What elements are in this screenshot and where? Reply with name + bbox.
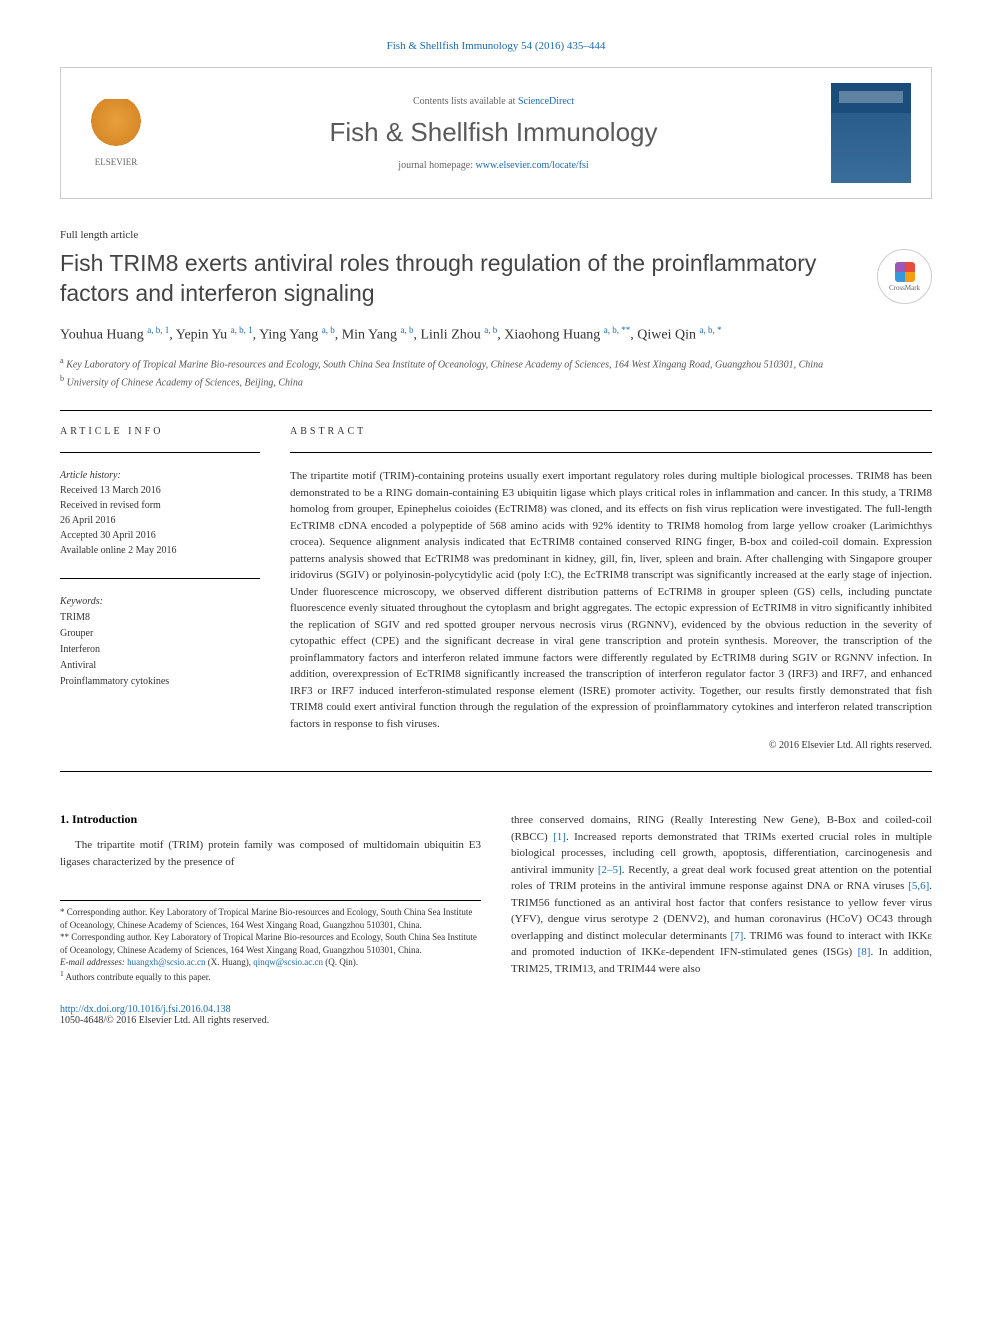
email-name-1: (X. Huang),: [205, 957, 253, 967]
email-label: E-mail addresses:: [60, 957, 127, 967]
article-title: Fish TRIM8 exerts antiviral roles throug…: [60, 249, 932, 309]
divider: [60, 410, 932, 411]
email-link-1[interactable]: huangxh@scsio.ac.cn: [127, 957, 205, 967]
keyword: Antiviral: [60, 660, 96, 671]
homepage-prefix: journal homepage:: [398, 160, 475, 171]
journal-header-box: ELSEVIER Contents lists available at Sci…: [60, 67, 932, 199]
homepage-line: journal homepage: www.elsevier.com/locat…: [171, 160, 816, 171]
divider: [60, 578, 260, 579]
journal-name: Fish & Shellfish Immunology: [171, 117, 816, 148]
intro-para1: The tripartite motif (TRIM) protein fami…: [60, 837, 481, 870]
affiliation-a: a Key Laboratory of Tropical Marine Bio-…: [60, 355, 932, 372]
article-info-label: ARTICLE INFO: [60, 426, 260, 437]
email-name-2: (Q. Qin).: [323, 957, 358, 967]
keyword: Interferon: [60, 644, 100, 655]
abstract-text: The tripartite motif (TRIM)-containing p…: [290, 468, 932, 732]
email-link-2[interactable]: qinqw@scsio.ac.cn: [253, 957, 323, 967]
ref-link[interactable]: [5,6]: [908, 880, 929, 892]
keyword: TRIM8: [60, 612, 90, 623]
footer-bar: http://dx.doi.org/10.1016/j.fsi.2016.04.…: [60, 1004, 932, 1026]
copyright-line: © 2016 Elsevier Ltd. All rights reserved…: [290, 740, 932, 751]
elsevier-logo: ELSEVIER: [81, 93, 151, 173]
journal-cover-thumbnail: [831, 83, 911, 183]
elsevier-tree-icon: [91, 99, 141, 154]
corresponding-author-1: * Corresponding author. Key Laboratory o…: [60, 906, 481, 931]
ref-link[interactable]: [8]: [858, 946, 871, 958]
contents-available-line: Contents lists available at ScienceDirec…: [171, 96, 816, 107]
contents-prefix: Contents lists available at: [413, 96, 518, 107]
history-online: Available online 2 May 2016: [60, 545, 176, 556]
divider: [290, 452, 932, 453]
keyword: Proinflammatory cytokines: [60, 676, 169, 687]
authors-list: Youhua Huang a, b, 1, Yepin Yu a, b, 1, …: [60, 324, 932, 346]
article-history: Article history: Received 13 March 2016 …: [60, 468, 260, 558]
abstract-label: ABSTRACT: [290, 426, 932, 437]
sciencedirect-link[interactable]: ScienceDirect: [518, 96, 574, 107]
history-received: Received 13 March 2016: [60, 485, 161, 496]
keywords-label: Keywords:: [60, 596, 103, 607]
keywords-block: Keywords: TRIM8 Grouper Interferon Antiv…: [60, 594, 260, 690]
history-revised1: Received in revised form: [60, 500, 161, 511]
header-citation: Fish & Shellfish Immunology 54 (2016) 43…: [60, 40, 932, 52]
affiliation-b: b University of Chinese Academy of Scien…: [60, 373, 932, 390]
intro-para2: three conserved domains, RING (Really In…: [511, 812, 932, 977]
history-accepted: Accepted 30 April 2016: [60, 530, 156, 541]
crossmark-badge[interactable]: CrossMark: [877, 249, 932, 304]
corresponding-author-2: ** Corresponding author. Key Laboratory …: [60, 931, 481, 956]
history-revised2: 26 April 2016: [60, 515, 116, 526]
crossmark-label: CrossMark: [889, 284, 920, 292]
affiliations: a Key Laboratory of Tropical Marine Bio-…: [60, 355, 932, 390]
keyword: Grouper: [60, 628, 93, 639]
divider: [60, 771, 932, 772]
equal-contribution-note: 1 Authors contribute equally to this pap…: [60, 969, 481, 984]
footnotes: * Corresponding author. Key Laboratory o…: [60, 900, 481, 984]
article-type: Full length article: [60, 229, 932, 241]
ref-link[interactable]: [7]: [731, 930, 744, 942]
homepage-link[interactable]: www.elsevier.com/locate/fsi: [476, 160, 589, 171]
divider: [60, 452, 260, 453]
history-label: Article history:: [60, 470, 121, 481]
elsevier-label: ELSEVIER: [95, 157, 138, 167]
intro-heading: 1. Introduction: [60, 812, 481, 827]
ref-link[interactable]: [2–5]: [598, 864, 622, 876]
ref-link[interactable]: [1]: [553, 831, 566, 843]
crossmark-icon: [895, 262, 915, 282]
email-line: E-mail addresses: huangxh@scsio.ac.cn (X…: [60, 956, 481, 969]
issn-copyright: 1050-4648/© 2016 Elsevier Ltd. All right…: [60, 1015, 269, 1026]
doi-link[interactable]: http://dx.doi.org/10.1016/j.fsi.2016.04.…: [60, 1004, 231, 1015]
